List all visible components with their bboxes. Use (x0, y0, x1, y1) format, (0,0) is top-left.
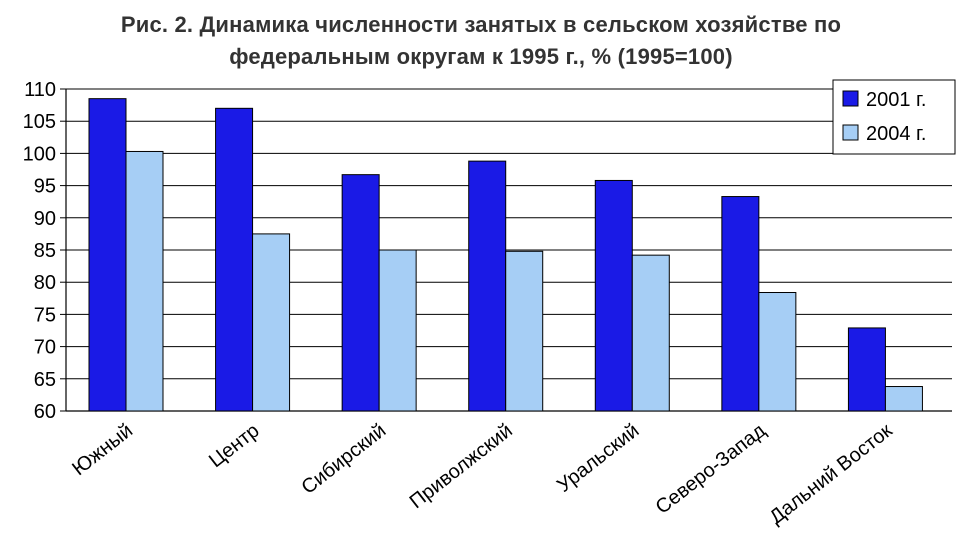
bar-series2 (505, 250, 544, 412)
y-tick-label: 90 (34, 208, 56, 230)
y-tick-label: 100 (23, 143, 56, 165)
bar-series1 (594, 179, 633, 412)
y-tick-label: 80 (34, 272, 56, 294)
y-tick-labels: 60 65 70 75 80 85 90 95 100 105 110 (23, 79, 56, 423)
legend-swatch (842, 90, 859, 107)
bar-series2 (378, 249, 417, 412)
bar-series1 (88, 98, 127, 412)
y-tick-label: 75 (34, 304, 56, 326)
y-tick-label: 105 (23, 111, 56, 133)
y-tick-label: 95 (34, 176, 56, 198)
category-label: Центр (205, 420, 264, 473)
category-label: Северо-Запад (652, 419, 770, 518)
bar-series1 (721, 196, 760, 412)
category-labels: Южный Центр Сибирский Приволжский Уральский С… (68, 419, 896, 528)
category-label: Приволжский (406, 420, 517, 514)
category-label: Дальний Восток (766, 419, 897, 528)
category-label: Сибирский (298, 420, 391, 499)
bar-series2 (252, 233, 291, 412)
legend-label: 2001 г. (866, 89, 926, 111)
y-tick-label: 65 (34, 369, 56, 391)
category-label: Южный (68, 420, 137, 481)
y-tick-label: 70 (34, 337, 56, 359)
legend-swatch (842, 124, 859, 141)
y-tick-label: 110 (24, 79, 56, 101)
bar-series1 (847, 327, 886, 412)
bar-series2 (631, 254, 670, 412)
bar-series2 (758, 292, 797, 412)
category-label: Уральский (553, 420, 643, 497)
legend: 2001 г. 2004 г. (832, 79, 956, 155)
legend-label: 2004 г. (866, 123, 926, 145)
chart-title-line-2: федеральным округам к 1995 г., % (1995=1… (229, 44, 733, 69)
chart-title-line-1: Рис. 2. Динамика численности занятых в с… (120, 12, 842, 37)
bar-series1 (215, 107, 254, 412)
bar-series1 (468, 160, 507, 412)
bars (88, 98, 923, 412)
bar-series2 (884, 386, 923, 412)
y-tick-label: 60 (34, 401, 56, 423)
bar-series1 (341, 174, 380, 412)
y-tick-label: 85 (34, 240, 56, 262)
bar-series2 (125, 150, 164, 412)
